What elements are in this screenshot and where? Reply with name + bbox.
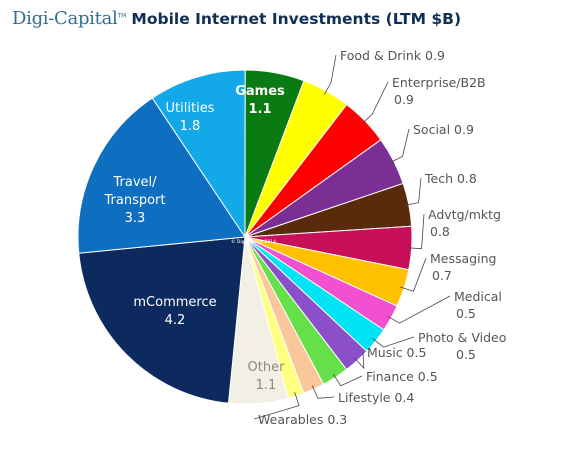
leader-line-advtg-mktg: [407, 213, 425, 250]
slice-label-enterprise-b2b: Enterprise/B2B 0.9: [392, 75, 486, 107]
slice-label-mcommerce: mCommerce 4.2: [133, 295, 216, 328]
leader-line-messaging: [399, 257, 427, 292]
leader-lines: [253, 54, 451, 420]
slice-label-utilities: Utilities 1.8: [166, 101, 215, 134]
chart-watermark: © Digi-Capital 2014: [231, 238, 276, 245]
slice-label-finance: Finance 0.5: [366, 369, 438, 384]
leader-line-lifestyle: [311, 385, 335, 399]
pie-slices: [77, 69, 413, 405]
pie-slice-mcommerce: [78, 236, 246, 404]
slice-label-food-drink: Food & Drink 0.9: [340, 48, 445, 63]
chart-title: Mobile Internet Investments (LTM $B): [131, 10, 462, 28]
slice-label-medical: Medical 0.5: [454, 289, 502, 321]
leader-line-music: [354, 351, 365, 370]
pie-slice-travel-transport: [77, 97, 246, 254]
chart-header: Digi-CapitalTM Mobile Internet Investmen…: [12, 8, 461, 42]
trademark-mark: TM: [117, 12, 127, 20]
leader-line-enterprise-b2b: [361, 81, 389, 124]
slice-label-other: Other 1.1: [248, 360, 286, 393]
slice-label-social: Social 0.9: [413, 122, 474, 137]
slice-label-games: Games 1.1: [235, 84, 285, 117]
pie-slice-utilities: [151, 69, 246, 239]
slice-label-messaging: Messaging 0.7: [430, 251, 496, 283]
slice-label-travel-transport: Travel/Transport 3.3: [103, 175, 165, 226]
leader-line-tech: [404, 177, 422, 206]
slice-label-advtg-mktg: Advtg/mktg 0.8: [428, 207, 501, 239]
slice-label-lifestyle: Lifestyle 0.4: [338, 390, 414, 405]
leader-line-finance: [332, 373, 363, 387]
leader-line-wearables: [253, 392, 300, 420]
leader-line-food-drink: [323, 54, 337, 95]
slice-label-photo-video: Photo & Video 0.5: [418, 330, 506, 362]
leader-line-photo-video: [372, 336, 415, 348]
slice-labels: Games 1.1 Food & Drink 0.9 Enterprise/B2B 0.…: [103, 48, 506, 427]
leader-line-social: [389, 128, 410, 163]
slice-label-music: Music 0.5: [367, 345, 426, 360]
slice-label-wearables: Wearables 0.3: [258, 412, 347, 427]
brand-logo-text: Digi-Capital: [12, 8, 118, 29]
slice-label-tech: Tech 0.8: [424, 171, 477, 186]
leader-line-medical: [387, 295, 451, 324]
